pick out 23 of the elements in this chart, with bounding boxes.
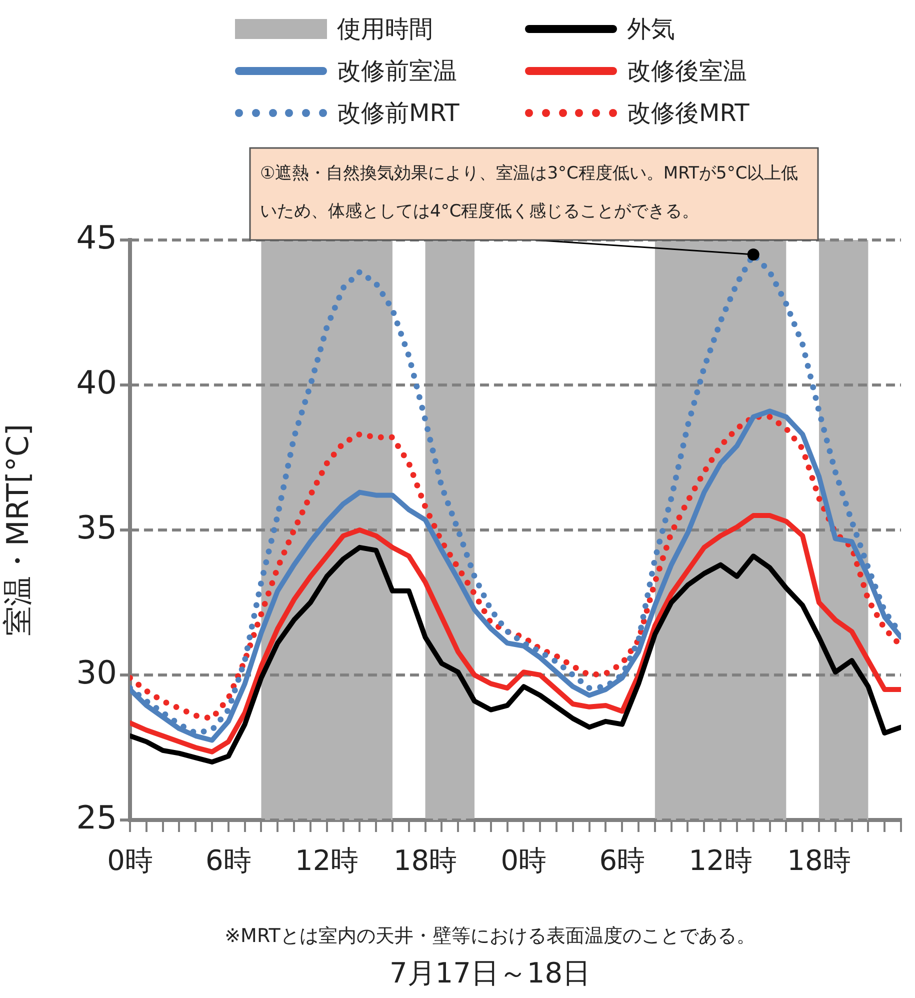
y-tick-label: 45 — [76, 218, 117, 256]
x-tick-label: 18時 — [393, 844, 458, 878]
legend-label: 改修後MRT — [627, 98, 750, 129]
text: ※MRTとは室内の天井・壁等における表面温度のことである。 — [224, 924, 756, 947]
legend-label: 改修後室温 — [627, 56, 747, 87]
y-tick-label: 35 — [76, 508, 117, 546]
x-tick-label: 6時 — [206, 844, 252, 878]
annotation: ①遮熱・自然換気効果により、室温は3°C程度低い。MRTが5°C以上低いため、体感としては4°C程度低く感じることができる。 — [260, 163, 798, 222]
x-tick-label: 12時 — [688, 844, 752, 878]
legend-label: 改修前室温 — [337, 56, 457, 87]
x-tick-label: 18時 — [787, 844, 851, 878]
x-tick-label: 6時 — [599, 844, 646, 878]
y-tick-label: 40 — [76, 363, 117, 402]
y-tick-label: 25 — [76, 798, 117, 836]
x-tick-label: 0時 — [107, 844, 153, 878]
x-axis-title: 7月17日～18日 — [389, 956, 591, 990]
legend-label: 改修前MRT — [337, 98, 460, 129]
x-tick-label: 0時 — [500, 844, 547, 878]
y-tick-label: 30 — [76, 653, 117, 692]
y-axis-title: 室温・MRT[°C] — [0, 424, 36, 636]
legend-label: 使用時間 — [337, 14, 433, 45]
legend-label: 外気 — [627, 14, 675, 45]
x-tick-label: 12時 — [295, 844, 359, 878]
